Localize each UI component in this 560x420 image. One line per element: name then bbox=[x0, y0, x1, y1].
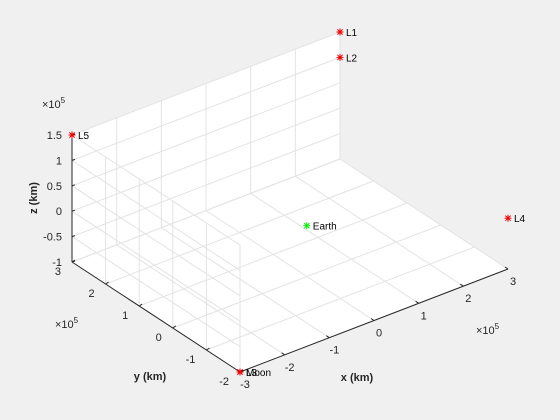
point-label: Moon bbox=[246, 368, 271, 379]
grid-line-y-floor bbox=[206, 246, 475, 351]
y-tick-label: -2 bbox=[219, 376, 229, 388]
x-tick-mark bbox=[460, 283, 464, 287]
x-exponent-power: 5 bbox=[495, 322, 500, 331]
y-tick-mark bbox=[172, 325, 177, 329]
z-tick-mark bbox=[71, 184, 76, 187]
point-label: Earth bbox=[313, 222, 337, 233]
y-tick-mark bbox=[105, 281, 109, 285]
z-exponent-power: 5 bbox=[61, 96, 66, 105]
point-marker bbox=[69, 132, 75, 138]
z-tick-mark bbox=[71, 209, 76, 212]
y-tick-mark bbox=[138, 303, 143, 307]
grid-line-z-back-x bbox=[71, 236, 241, 348]
grid-line-z-back-y bbox=[71, 82, 341, 187]
y-exponent-base: ×10 bbox=[55, 319, 74, 331]
grid-line-z-back-x bbox=[71, 159, 241, 271]
grid-line-y-floor bbox=[105, 180, 374, 285]
grid-line-x-floor bbox=[161, 227, 330, 339]
x-exponent-base: ×10 bbox=[476, 325, 495, 337]
y-tick-mark bbox=[206, 347, 210, 351]
y-exponent-label: ×105 bbox=[55, 316, 79, 331]
point-label: L5 bbox=[78, 131, 90, 142]
point-l2: L2 bbox=[336, 53, 358, 64]
grid-line-z-back-y bbox=[71, 56, 341, 161]
x-tick-label: -3 bbox=[240, 379, 250, 391]
grid-line-x-floor bbox=[250, 192, 419, 304]
x-tick-label: 1 bbox=[421, 310, 427, 322]
grid-line-z-back-x bbox=[71, 210, 241, 322]
z-tick-label: 0.5 bbox=[47, 181, 62, 193]
y-tick-label: -1 bbox=[186, 354, 196, 366]
point-l1: L1 bbox=[336, 28, 358, 39]
grid-line-x-floor bbox=[116, 244, 285, 356]
y-tick-label: 1 bbox=[122, 310, 128, 322]
grid-line-x-floor bbox=[205, 210, 375, 321]
x-tick-label: 2 bbox=[465, 293, 471, 305]
grid-line-z-back-x bbox=[71, 134, 241, 246]
x-tick-label: 0 bbox=[376, 328, 382, 340]
y-tick-label: 0 bbox=[156, 332, 162, 344]
z-tick-label: -1 bbox=[52, 257, 62, 269]
axes-3d bbox=[72, 32, 508, 372]
svg-text:×105: ×105 bbox=[476, 322, 500, 337]
point-marker bbox=[237, 369, 243, 375]
grid-line-z-back-y bbox=[71, 107, 341, 212]
y-tick-label: 3 bbox=[55, 266, 61, 278]
grid-line-y-floor bbox=[172, 224, 441, 329]
z-tick-label: 1.5 bbox=[47, 130, 62, 142]
y-tick-label: 2 bbox=[88, 288, 94, 300]
x-tick-label: -1 bbox=[329, 345, 339, 357]
grid-line-z-back-x bbox=[71, 185, 241, 297]
z-exponent-base: ×10 bbox=[42, 99, 61, 111]
x-tick-mark bbox=[370, 318, 375, 321]
x-tick-label: -2 bbox=[285, 362, 295, 374]
back-pane-x bbox=[72, 135, 240, 372]
point-marker bbox=[337, 29, 343, 35]
y-axis-label: y (km) bbox=[134, 371, 167, 383]
x-tick-mark bbox=[415, 300, 419, 304]
grid-line-z-back-y bbox=[71, 158, 341, 263]
z-exponent-label: ×105 bbox=[42, 96, 66, 111]
x-tick-mark bbox=[504, 266, 509, 270]
point-marker bbox=[505, 215, 511, 222]
x-exponent-label: ×105 bbox=[476, 322, 500, 337]
z-tick-mark bbox=[71, 235, 76, 238]
y-exponent-power: 5 bbox=[74, 316, 79, 325]
svg-text:×105: ×105 bbox=[55, 316, 79, 331]
x-ticks: -3 -2 -1 0 1 2 3 bbox=[236, 266, 516, 391]
grid-line-z-back-y bbox=[71, 31, 341, 136]
data-points: Earth Moon L1 L2 L3 L4 L5 bbox=[68, 28, 526, 379]
x-tick-mark bbox=[326, 335, 330, 339]
z-axis-label: z (km) bbox=[28, 182, 40, 214]
grid-line-y-floor bbox=[139, 202, 408, 307]
point-l3: L3 bbox=[236, 368, 258, 379]
point-label: L4 bbox=[514, 214, 526, 225]
point-label: L2 bbox=[346, 53, 358, 64]
z-tick-mark bbox=[71, 260, 76, 263]
point-marker bbox=[337, 54, 343, 61]
z-tick-label: 1 bbox=[56, 155, 62, 167]
point-label: L3 bbox=[246, 368, 258, 379]
z-tick-label: -0.5 bbox=[43, 232, 62, 244]
z-ticks: -1 -0.5 0 0.5 1 1.5 bbox=[43, 130, 76, 269]
point-l4: L4 bbox=[504, 214, 526, 225]
x-tick-label: 3 bbox=[510, 276, 516, 288]
grid-line-z-back-y bbox=[71, 133, 341, 238]
x-tick-mark bbox=[281, 352, 285, 356]
y-axis-line bbox=[71, 261, 241, 373]
svg-text:×105: ×105 bbox=[42, 96, 66, 111]
grid-line-x-floor bbox=[339, 158, 509, 270]
z-tick-label: 0 bbox=[56, 206, 62, 218]
point-label: L1 bbox=[346, 28, 358, 39]
point-l5: L5 bbox=[68, 131, 90, 142]
point-marker bbox=[303, 222, 310, 229]
grid-line-x-floor bbox=[295, 175, 464, 287]
z-tick-mark bbox=[71, 158, 76, 161]
point-earth: Earth bbox=[303, 222, 337, 233]
x-axis-label: x (km) bbox=[341, 372, 374, 384]
